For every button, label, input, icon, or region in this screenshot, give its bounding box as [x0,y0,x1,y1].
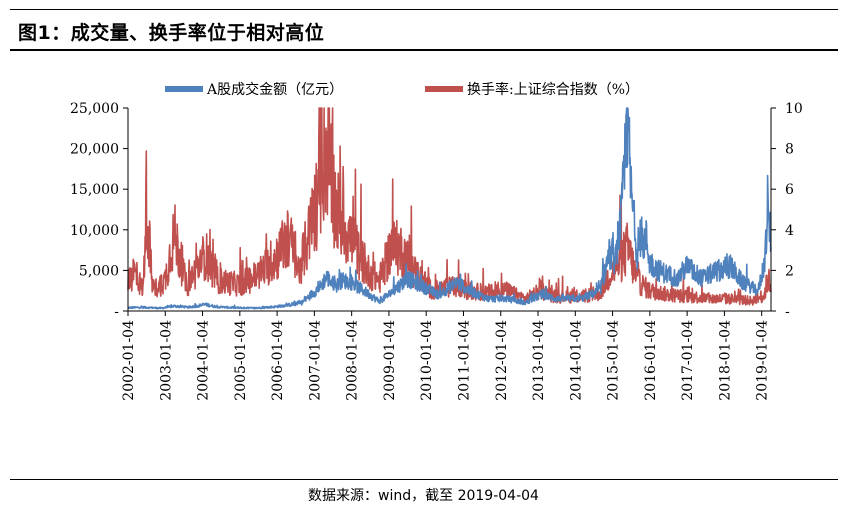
x-tick-label: 2002-01-04 [121,320,137,401]
x-tick-label: 2016-01-04 [643,320,659,401]
x-tick-label: 2013-01-04 [531,320,547,401]
legend-label-1: 换手率:上证综合指数（%） [467,81,639,98]
y-right-tick-label: 4 [785,223,794,239]
x-tick-label: 2003-01-04 [158,320,174,401]
series-layer [127,107,772,310]
x-tick-label: 2015-01-04 [606,320,622,401]
title-rule [10,49,838,51]
x-tick-label: 2014-01-04 [568,320,584,401]
x-tick-label: 2010-01-04 [419,320,435,401]
y-right-tick-label: 10 [785,101,803,117]
legend: A股成交金额（亿元） 换手率:上证综合指数（%） [165,81,639,98]
bottom-rule [10,479,838,480]
y-left-tick-label: 15,000 [70,182,119,198]
series-line-0 [127,107,772,310]
x-tick-label: 2017-01-04 [680,320,696,401]
x-tick-label: 2007-01-04 [307,320,323,401]
y-left-tick-label: 25,000 [70,101,119,117]
legend-label-0: A股成交金额（亿元） [206,81,343,98]
x-tick-label: 2006-01-04 [270,320,286,401]
x-tick-label: 2005-01-04 [233,320,249,401]
x-tick-label: 2019-01-04 [755,320,771,401]
y-left-tick-label: 5,000 [79,263,119,279]
axes-layer: - 5,000 10,000 15,000 20,000 25,000 - 2 4 6 8 10 200… [70,101,803,401]
x-tick-label: 2018-01-04 [717,320,733,401]
x-tick-label: 2008-01-04 [345,320,361,401]
y-left-tick-label: 10,000 [70,223,119,239]
x-tick-label: 2011-01-04 [457,320,473,401]
y-right-tick-label: 8 [785,142,794,158]
x-tick-label: 2009-01-04 [382,320,398,401]
y-right-tick-label: 6 [785,182,794,198]
chart: A股成交金额（亿元） 换手率:上证综合指数（%） - 5,000 10,000 15,0… [70,81,803,401]
figure-title: 图1：成交量、换手率位于相对高位 [18,22,325,44]
y-left-tick-label: 20,000 [70,142,119,158]
x-tick-label: 2012-01-04 [494,320,510,401]
y-right-tick-label: - [785,304,790,320]
x-tick-label: 2004-01-04 [196,320,212,401]
top-rule [10,9,838,10]
y-right-tick-label: 2 [785,263,794,279]
y-left-tick-label: - [114,304,119,320]
source-note: 数据来源：wind，截至 2019-04-04 [308,488,539,504]
